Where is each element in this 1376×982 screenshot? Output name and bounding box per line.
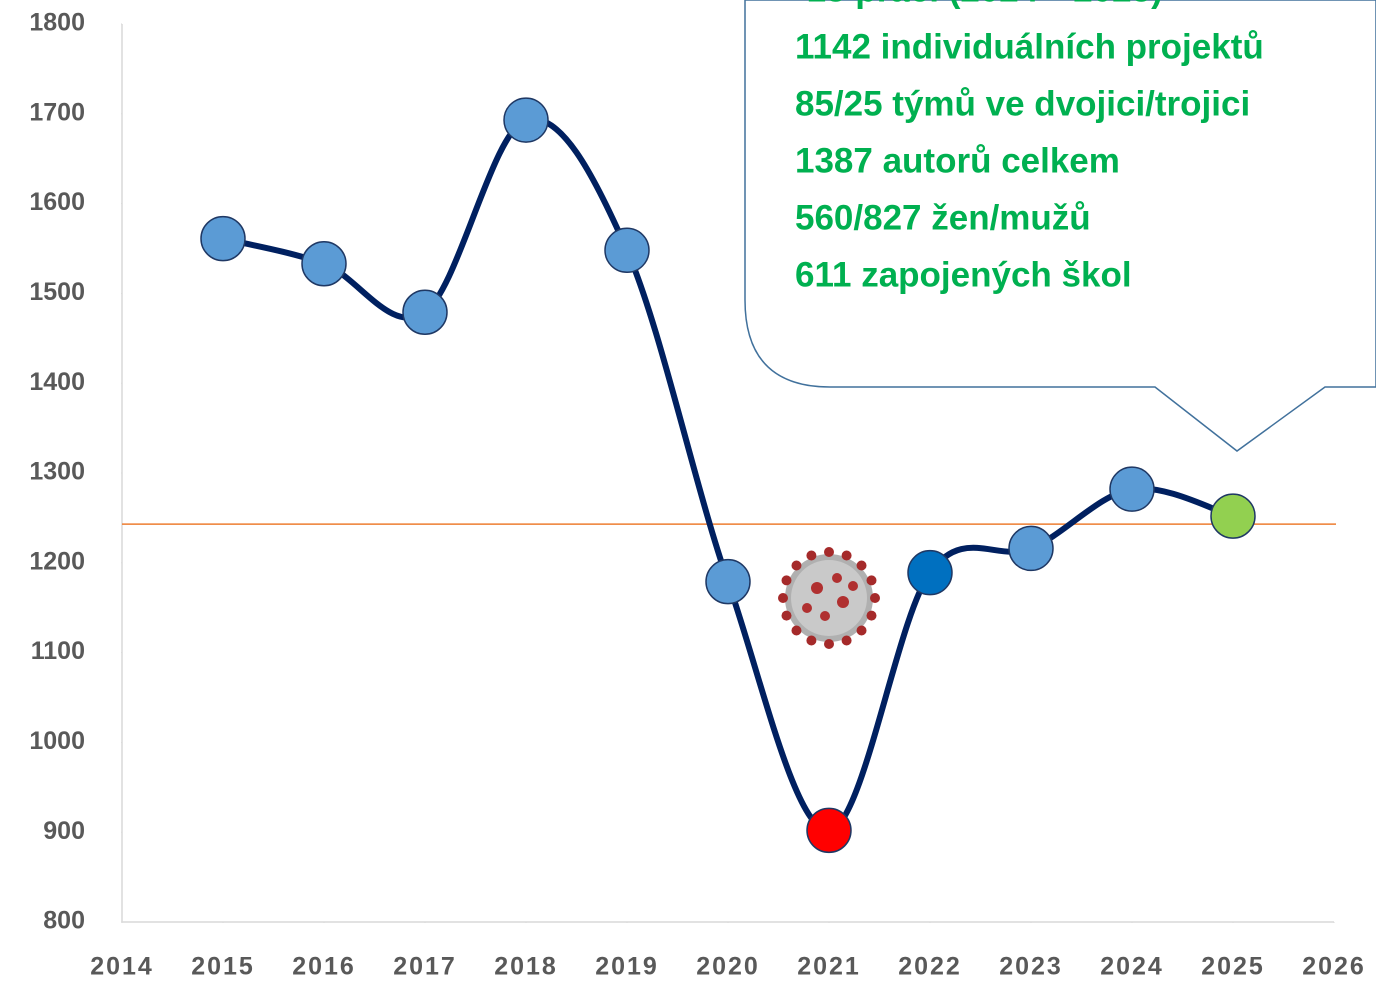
- annotation-line: -15 prací (2024→2025): [795, 0, 1163, 9]
- virus-spike: [866, 575, 876, 585]
- virus-spike: [857, 560, 867, 570]
- x-tick-label: 2019: [595, 953, 659, 981]
- x-tick-label: 2020: [696, 953, 760, 981]
- x-tick-label: 2023: [999, 953, 1063, 981]
- y-tick-label: 1800: [29, 9, 85, 37]
- virus-spike: [824, 639, 834, 649]
- point: [302, 242, 346, 286]
- virus-spike: [824, 547, 834, 557]
- annotation-line: 1142 individuálních projektů: [795, 27, 1264, 66]
- virus-spike: [791, 560, 801, 570]
- x-tick-label: 2017: [393, 953, 457, 981]
- point: [1211, 494, 1255, 538]
- virus-spike: [857, 626, 867, 636]
- virus-spike: [866, 611, 876, 621]
- virus-spike: [791, 626, 801, 636]
- page: {"chart_data":{"type":"line", "x":[2015,…: [0, 0, 1376, 982]
- point: [1110, 467, 1154, 511]
- x-tick-label: 2024: [1100, 953, 1164, 981]
- point: [706, 560, 750, 604]
- y-tick-label: 1700: [29, 98, 85, 126]
- point: [403, 290, 447, 334]
- virus-spike: [806, 635, 816, 645]
- y-tick-label: 1200: [29, 547, 85, 575]
- virus-icon: [778, 547, 880, 649]
- y-tick-label: 1000: [29, 727, 85, 755]
- x-tick-label: 2025: [1201, 953, 1265, 981]
- annotation-line: 1387 autorů celkem: [795, 141, 1120, 180]
- x-tick-label: 2016: [292, 953, 356, 981]
- point: [1009, 526, 1053, 570]
- annotation-line: 611 zapojených škol: [795, 255, 1132, 294]
- virus-spike: [870, 593, 880, 603]
- virus-spike: [782, 611, 792, 621]
- virus-spike: [782, 575, 792, 585]
- y-tick-label: 1400: [29, 368, 85, 396]
- x-tick-label: 2018: [494, 953, 558, 981]
- y-tick-label: 1100: [31, 637, 85, 665]
- x-tick-label: 2021: [797, 953, 861, 981]
- y-tick-label: 1500: [29, 278, 85, 306]
- x-tick-label: 2015: [191, 953, 255, 981]
- y-tick-label: 900: [43, 817, 85, 845]
- annotation-line: 85/25 týmů ve dvojici/trojici: [795, 84, 1250, 123]
- virus-spike: [778, 593, 788, 603]
- chart: 800 900 1000 1100 1200 1300 1400 1500 1600 1700 18…: [0, 0, 1376, 982]
- y-tick-label: 1300: [29, 458, 85, 486]
- point: [908, 551, 952, 595]
- virus-spike: [806, 551, 816, 561]
- x-tick-label: 2026: [1302, 953, 1366, 981]
- y-tick-label: 800: [43, 907, 85, 935]
- virus-spike: [842, 551, 852, 561]
- annotation-line: 560/827 žen/mužů: [795, 198, 1091, 237]
- point: [605, 228, 649, 272]
- x-tick-label: 2014: [90, 953, 154, 981]
- point: [201, 217, 245, 261]
- y-tick-label: 1600: [29, 188, 85, 216]
- x-tick-label: 2022: [898, 953, 962, 981]
- virus-spike: [842, 635, 852, 645]
- point: [504, 98, 548, 142]
- point: [807, 808, 851, 852]
